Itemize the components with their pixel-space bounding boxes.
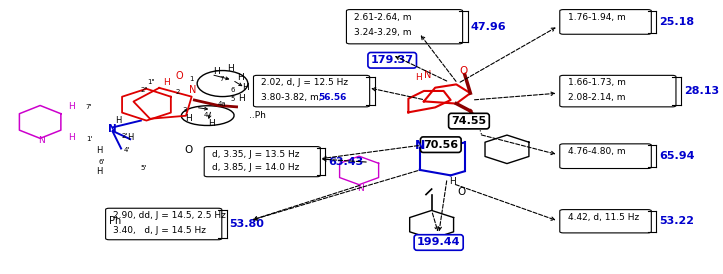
- Text: 4': 4': [123, 147, 129, 153]
- Text: O: O: [184, 145, 193, 155]
- Text: 1": 1": [147, 79, 155, 85]
- Text: H: H: [450, 177, 456, 186]
- Text: H: H: [69, 102, 75, 111]
- Text: N: N: [38, 136, 45, 145]
- Text: H: H: [228, 64, 234, 73]
- Text: H: H: [96, 167, 103, 176]
- Text: 7: 7: [220, 76, 224, 82]
- Text: 4: 4: [203, 112, 208, 118]
- Text: H: H: [208, 119, 215, 128]
- Text: 1': 1': [86, 136, 93, 142]
- Text: 3.80-3.82, m;: 3.80-3.82, m;: [261, 93, 325, 102]
- Text: 4a: 4a: [218, 101, 226, 107]
- Text: O: O: [457, 187, 466, 197]
- Text: 53.80: 53.80: [229, 219, 265, 229]
- Text: 2': 2': [121, 133, 127, 139]
- Text: Ph: Ph: [108, 216, 121, 226]
- Text: H: H: [415, 73, 422, 82]
- Text: 5': 5': [141, 165, 147, 171]
- Text: 2.08-2.14, m: 2.08-2.14, m: [568, 93, 625, 102]
- Text: 3: 3: [182, 107, 187, 113]
- Text: O: O: [459, 66, 468, 76]
- Text: 65.94: 65.94: [659, 151, 695, 161]
- Text: H: H: [115, 116, 121, 124]
- Text: d, 3.35, J = 13.5 Hz: d, 3.35, J = 13.5 Hz: [212, 150, 299, 159]
- Text: 6': 6': [98, 159, 105, 165]
- Text: 5: 5: [230, 96, 234, 102]
- Text: N: N: [357, 184, 364, 193]
- Text: 179.37: 179.37: [371, 55, 414, 65]
- Text: 7': 7': [86, 104, 93, 110]
- Text: H: H: [237, 73, 244, 82]
- Text: H: H: [184, 114, 192, 123]
- Text: H: H: [241, 83, 249, 92]
- Text: 3.24-3.29, m: 3.24-3.29, m: [354, 28, 411, 37]
- Text: 70.56: 70.56: [423, 140, 458, 150]
- Text: 2.61-2.64, m: 2.61-2.64, m: [354, 13, 411, 22]
- Text: N: N: [414, 139, 425, 152]
- Text: O: O: [176, 71, 184, 81]
- Text: 1.76-1.94, m: 1.76-1.94, m: [568, 13, 625, 22]
- Text: H: H: [127, 133, 134, 142]
- Text: 2.02, d, J = 12.5 Hz: 2.02, d, J = 12.5 Hz: [261, 78, 348, 87]
- Text: H: H: [163, 78, 170, 87]
- Text: 6: 6: [230, 87, 234, 93]
- Text: 63.43: 63.43: [328, 157, 364, 167]
- Text: 4.42, d, 11.5 Hz: 4.42, d, 11.5 Hz: [568, 213, 639, 222]
- Text: H: H: [213, 67, 221, 76]
- Text: 56.56: 56.56: [318, 93, 347, 102]
- Text: 25.18: 25.18: [659, 17, 694, 27]
- Text: N: N: [189, 85, 196, 95]
- Text: H: H: [96, 146, 103, 155]
- Text: 1.66-1.73, m: 1.66-1.73, m: [568, 78, 625, 87]
- Text: H: H: [69, 133, 75, 141]
- Text: 28.13: 28.13: [684, 86, 719, 96]
- Text: 1: 1: [189, 76, 194, 82]
- Text: H: H: [238, 94, 245, 102]
- Text: N: N: [108, 124, 117, 134]
- Text: 47.96: 47.96: [471, 22, 506, 32]
- Text: 2": 2": [140, 87, 148, 93]
- Text: 53.22: 53.22: [659, 216, 694, 226]
- Text: ..Ph: ..Ph: [249, 111, 266, 120]
- Text: d, 3.85, J = 14.0 Hz: d, 3.85, J = 14.0 Hz: [212, 163, 299, 172]
- Text: 74.55: 74.55: [451, 116, 487, 126]
- Text: 4.76-4.80, m: 4.76-4.80, m: [568, 147, 625, 156]
- Text: 199.44: 199.44: [417, 238, 461, 247]
- Text: 3.40,   d, J = 14.5 Hz: 3.40, d, J = 14.5 Hz: [114, 226, 206, 235]
- Text: 2.90, dd, J = 14.5, 2.5 Hz: 2.90, dd, J = 14.5, 2.5 Hz: [114, 211, 226, 220]
- Text: N: N: [424, 70, 432, 80]
- Text: 2: 2: [175, 89, 179, 95]
